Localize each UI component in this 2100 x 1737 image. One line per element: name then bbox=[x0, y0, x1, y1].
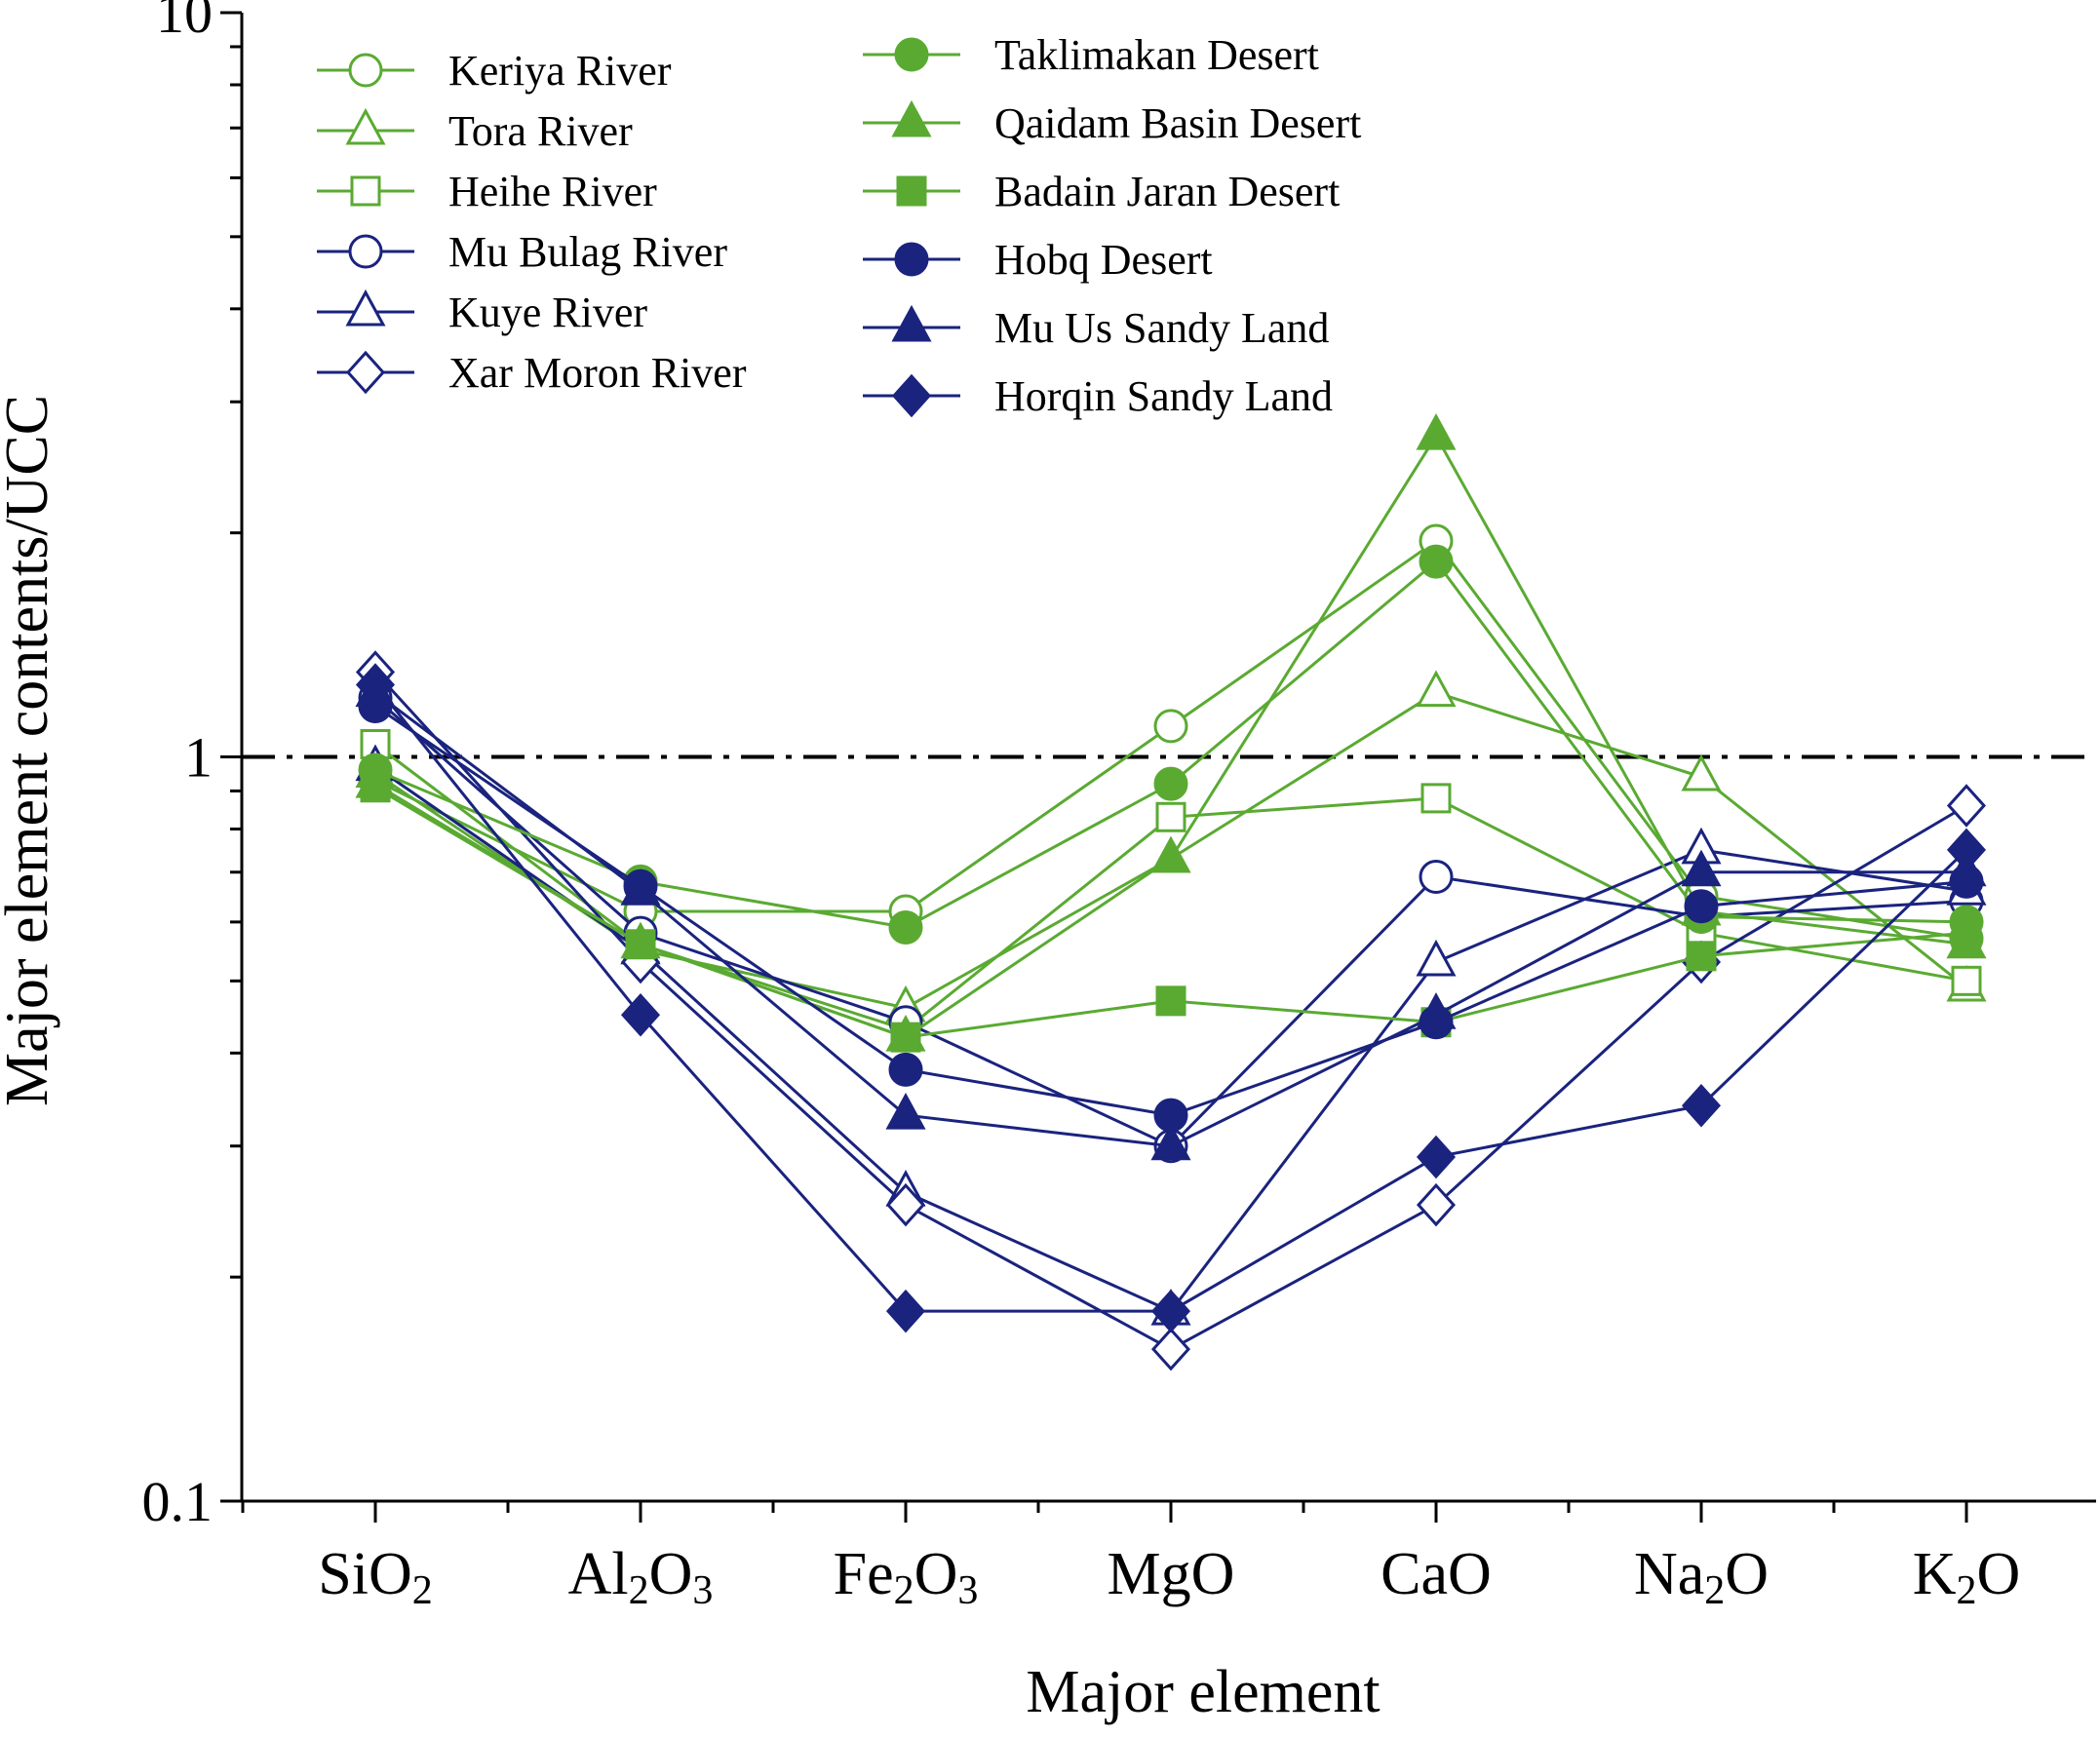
data-point bbox=[1419, 544, 1454, 579]
legend-label: Kuye River bbox=[448, 289, 647, 336]
legend-marker bbox=[345, 289, 386, 327]
data-point bbox=[885, 1289, 926, 1333]
data-point bbox=[1155, 985, 1186, 1017]
data-point bbox=[1419, 860, 1454, 895]
series-layer bbox=[355, 413, 1987, 1371]
data-point bbox=[1416, 413, 1457, 450]
series-kuye-river bbox=[355, 744, 1987, 1326]
x-tick-label: Al2O3 bbox=[568, 1541, 714, 1613]
legend-item: Mu Bulag River bbox=[317, 228, 727, 276]
legend-item: Keriya River bbox=[317, 47, 672, 95]
legend-item: Heihe River bbox=[317, 168, 657, 215]
y-tick-label: 10 bbox=[156, 0, 213, 45]
data-point bbox=[1681, 1083, 1722, 1128]
series-taklimakan-desert bbox=[358, 544, 1984, 945]
legend-marker bbox=[345, 107, 386, 145]
data-point bbox=[1684, 889, 1719, 924]
data-point bbox=[888, 909, 923, 945]
data-point bbox=[620, 993, 661, 1037]
legend-label: Qaidam Basin Desert bbox=[994, 99, 1361, 147]
legend-marker bbox=[345, 350, 386, 395]
legend-marker bbox=[894, 242, 929, 277]
legend-item: Badain Jaran Desert bbox=[863, 168, 1340, 215]
data-point bbox=[625, 929, 656, 960]
data-point bbox=[1150, 1123, 1191, 1161]
data-point bbox=[1416, 1135, 1457, 1179]
legend-marker bbox=[891, 99, 932, 137]
legend-label: Tora River bbox=[448, 107, 633, 155]
data-point bbox=[355, 663, 396, 707]
legend-label: Mu Bulag River bbox=[448, 228, 727, 276]
data-point bbox=[1153, 709, 1188, 744]
y-axis-title: Major element contents/UCC bbox=[0, 395, 60, 1106]
legend-marker bbox=[350, 175, 381, 207]
data-point bbox=[1681, 849, 1722, 887]
data-point bbox=[885, 1092, 926, 1130]
data-point bbox=[1686, 941, 1717, 972]
legend-label: Keriya River bbox=[448, 47, 672, 95]
data-point bbox=[1946, 784, 1987, 828]
legend-item: Xar Moron River bbox=[317, 349, 747, 397]
legend-item: Horqin Sandy Land bbox=[863, 372, 1333, 420]
legend-marker bbox=[348, 234, 383, 269]
legend-label: Badain Jaran Desert bbox=[994, 168, 1340, 215]
legend-marker bbox=[894, 37, 929, 72]
data-point bbox=[1150, 1289, 1191, 1333]
data-point bbox=[885, 1182, 926, 1227]
data-point bbox=[1416, 1182, 1457, 1227]
data-point bbox=[888, 1052, 923, 1087]
data-point bbox=[1681, 753, 1722, 791]
legend-label: Mu Us Sandy Land bbox=[994, 304, 1329, 352]
axes: 0.1 1 10 SiO2 Al2O3 Fe2O3 MgO CaO Na2O K2O bbox=[142, 0, 2096, 1613]
legend-item: Qaidam Basin Desert bbox=[863, 99, 1361, 147]
x-tick-label: K2O bbox=[1913, 1541, 2021, 1613]
legend-marker bbox=[896, 175, 927, 207]
data-point bbox=[1153, 766, 1188, 801]
legend-marker bbox=[891, 373, 932, 418]
legend-item: Hobq Desert bbox=[863, 236, 1213, 284]
data-point bbox=[1416, 670, 1457, 708]
legend-item: Mu Us Sandy Land bbox=[863, 304, 1329, 352]
legend-label: Taklimakan Desert bbox=[994, 31, 1319, 79]
series-keriya-river bbox=[358, 523, 1984, 956]
data-point bbox=[360, 772, 391, 803]
data-point bbox=[1155, 801, 1186, 832]
legend-label: Hobq Desert bbox=[994, 236, 1213, 284]
data-point bbox=[1150, 1327, 1191, 1371]
legend-label: Xar Moron River bbox=[448, 349, 747, 397]
data-point bbox=[1951, 965, 1982, 996]
x-tick-label: SiO2 bbox=[318, 1541, 432, 1613]
legend-label: Horqin Sandy Land bbox=[994, 372, 1333, 420]
legend-label: Heihe River bbox=[448, 168, 657, 215]
data-point bbox=[1416, 992, 1457, 1029]
x-tick-label: CaO bbox=[1381, 1541, 1492, 1607]
x-tick-label: MgO bbox=[1108, 1541, 1235, 1607]
legend-item: Tora River bbox=[317, 107, 633, 155]
x-tick-label: Fe2O3 bbox=[834, 1541, 979, 1613]
data-point bbox=[1946, 828, 1987, 872]
data-point bbox=[890, 1022, 921, 1053]
data-point bbox=[1951, 917, 1982, 948]
legend-item: Taklimakan Desert bbox=[863, 31, 1319, 79]
series-horqin-sandy-land bbox=[355, 663, 1987, 1333]
x-tick-label: Na2O bbox=[1634, 1541, 1769, 1613]
data-point bbox=[1420, 783, 1452, 814]
data-point bbox=[620, 868, 661, 906]
legend-item: Kuye River bbox=[317, 289, 647, 336]
data-point bbox=[1150, 835, 1191, 873]
legend-marker bbox=[348, 53, 383, 88]
legend: Keriya River Tora River Heihe River Mu Bula… bbox=[317, 31, 1361, 420]
x-axis-title: Major element bbox=[1026, 1659, 1380, 1725]
legend-marker bbox=[891, 304, 932, 342]
y-tick-label: 1 bbox=[184, 726, 213, 790]
data-point bbox=[1416, 939, 1457, 977]
y-tick-label: 0.1 bbox=[142, 1470, 214, 1533]
